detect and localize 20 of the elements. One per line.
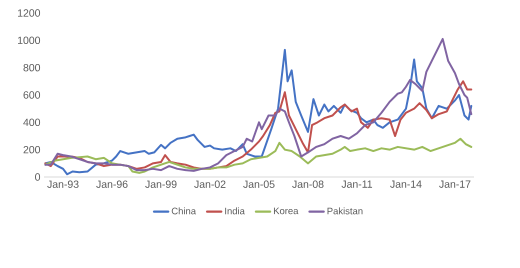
- x-tick-label: Jan-08: [292, 180, 324, 188]
- y-tick-label: 600: [24, 91, 40, 99]
- y-tick-label: 0: [35, 173, 40, 181]
- y-tick-label: 800: [23, 64, 40, 72]
- legend-label: India: [225, 207, 245, 214]
- x-tick-label: Jan-11: [342, 180, 372, 188]
- x-tick-label: Jan-96: [96, 180, 128, 188]
- y-tick-label: 1000: [18, 36, 40, 44]
- y-tick-label: 400: [23, 118, 40, 126]
- legend-label: Pakistan: [328, 207, 362, 214]
- y-tick-label: 200: [24, 146, 40, 154]
- x-tick-label: Jan-02: [194, 180, 226, 188]
- x-tick-label: Jan-93: [47, 180, 79, 188]
- legend-label: Korea: [274, 208, 298, 214]
- x-tick-label: Jan-05: [243, 180, 275, 188]
- y-tick-label: 1200: [18, 9, 40, 17]
- x-tick-label: Jan-17: [439, 180, 470, 188]
- legend-label: China: [172, 207, 196, 214]
- x-tick-label: Jan-14: [390, 180, 422, 188]
- x-tick-label: Jan-99: [145, 180, 177, 188]
